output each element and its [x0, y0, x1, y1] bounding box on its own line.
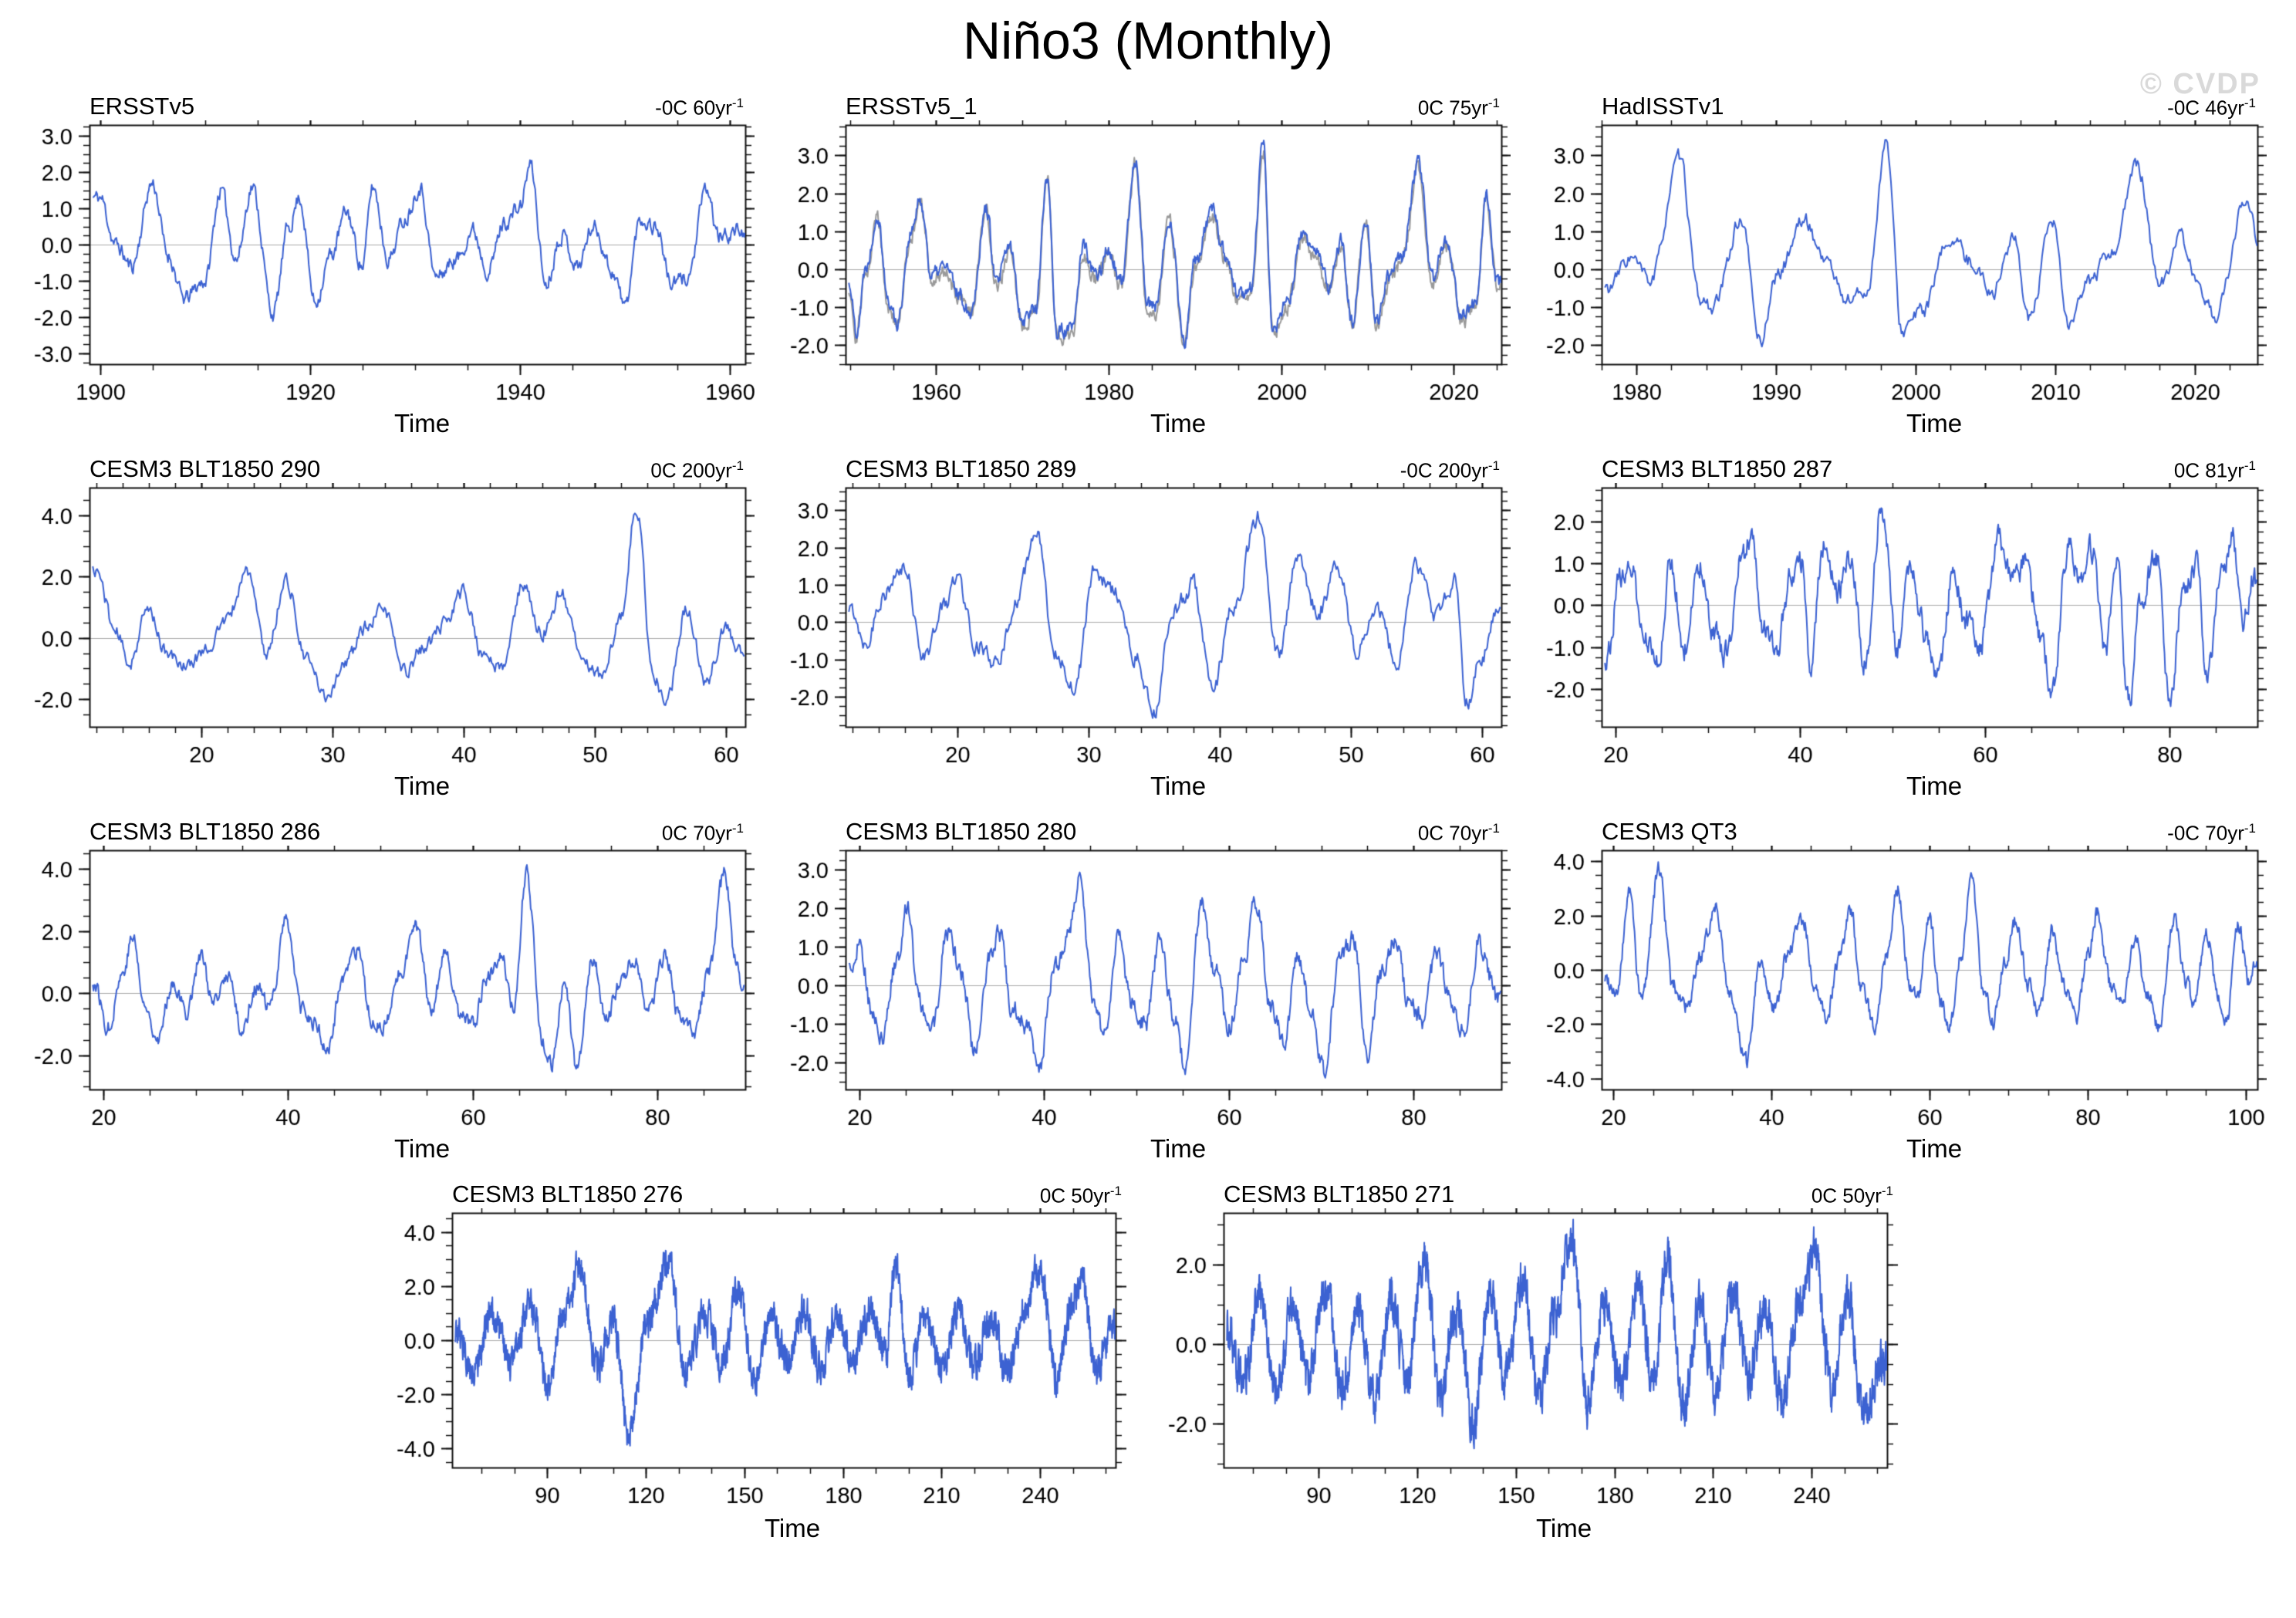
panel-trend-text: -0C 46yr [2167, 96, 2244, 120]
panel-trend-exponent: -1 [2244, 96, 2256, 111]
panel-trend-text: 0C 70yr [661, 822, 732, 845]
panel-title: CESM3 BLT1850 289 [846, 455, 1077, 482]
plot-canvas [1541, 120, 2267, 409]
panel-header: CESM3 BLT1850 286 0C 70yr-1 [29, 812, 755, 846]
panel-trend-label: 0C 200yr-1 [650, 458, 744, 483]
panel-trend-exponent: -1 [731, 458, 744, 474]
panel-trend-label: 0C 81yr-1 [2174, 458, 2256, 483]
time-axis-label: Time [764, 1514, 821, 1542]
time-axis-label: Time [1150, 409, 1207, 437]
time-axis-label: Time [1906, 409, 1963, 437]
plot-canvas [785, 846, 1511, 1134]
panel-title: ERSSTv5_1 [846, 93, 977, 120]
panel-trend-text: -0C 60yr [655, 96, 732, 120]
panel-header: HadISSTv1 -0C 46yr-1 [1541, 86, 2267, 120]
panel-header: CESM3 BLT1850 287 0C 81yr-1 [1541, 449, 2267, 483]
panel-header: CESM3 BLT1850 280 0C 70yr-1 [785, 812, 1511, 846]
plot-canvas [1541, 846, 2267, 1134]
timeseries-panel: CESM3 BLT1850 286 0C 70yr-1 Time [29, 812, 755, 1164]
panel-header: ERSSTv5 -0C 60yr-1 [29, 86, 755, 120]
panel-header: CESM3 BLT1850 290 0C 200yr-1 [29, 449, 755, 483]
panel-header: CESM3 BLT1850 276 0C 50yr-1 [392, 1174, 1133, 1208]
panel-title: CESM3 BLT1850 290 [89, 455, 321, 482]
panel-header: CESM3 QT3 -0C 70yr-1 [1541, 812, 2267, 846]
panel-trend-exponent: -1 [1487, 458, 1500, 474]
plot-canvas [785, 120, 1511, 409]
timeseries-panel: HadISSTv1 -0C 46yr-1 Time [1541, 86, 2267, 438]
panel-trend-label: 0C 50yr-1 [1040, 1184, 1122, 1208]
cvdp-watermark: © CVDP [2139, 68, 2261, 100]
time-axis-label: Time [1150, 1134, 1207, 1163]
timeseries-panel: CESM3 BLT1850 271 0C 50yr-1 Time [1163, 1174, 1904, 1543]
panel-title: CESM3 BLT1850 276 [452, 1181, 684, 1208]
timeseries-panel: CESM3 BLT1850 287 0C 81yr-1 Time [1541, 449, 2267, 801]
panel-trend-text: 0C 81yr [2173, 459, 2244, 482]
time-axis-label: Time [393, 1134, 451, 1163]
panel-title: CESM3 BLT1850 280 [846, 818, 1077, 845]
panel-trend-label: -0C 46yr-1 [2167, 96, 2256, 120]
panel-trend-text: -0C 200yr [1400, 459, 1488, 482]
page-title: Niño3 (Monthly) [963, 12, 1333, 70]
time-axis-label: Time [1906, 1134, 1963, 1163]
timeseries-panel: ERSSTv5 -0C 60yr-1 Time [29, 86, 755, 438]
timeseries-panel: CESM3 BLT1850 290 0C 200yr-1 Time [29, 449, 755, 801]
panel-header: CESM3 BLT1850 271 0C 50yr-1 [1163, 1174, 1904, 1208]
plot-canvas [1163, 1208, 1904, 1514]
plot-canvas [29, 846, 755, 1134]
panel-title: CESM3 QT3 [1602, 818, 1737, 845]
panel-header: ERSSTv5_1 0C 75yr-1 [785, 86, 1511, 120]
timeseries-panel: CESM3 QT3 -0C 70yr-1 Time [1541, 812, 2267, 1164]
panel-trend-exponent: -1 [1109, 1184, 1122, 1199]
panel-trend-text: 0C 50yr [1039, 1184, 1110, 1208]
panel-trend-label: -0C 200yr-1 [1400, 458, 1500, 483]
panel-title: CESM3 BLT1850 287 [1602, 455, 1833, 482]
time-axis-label: Time [1150, 772, 1207, 800]
panel-trend-exponent: -1 [731, 96, 744, 111]
panel-trend-label: -0C 60yr-1 [655, 96, 744, 120]
time-axis-label: Time [393, 409, 451, 437]
time-axis-label: Time [1535, 1514, 1592, 1542]
panel-row: CESM3 BLT1850 286 0C 70yr-1 Time CESM3 BLT1… [0, 812, 2296, 1164]
plot-canvas [392, 1208, 1133, 1514]
panel-trend-exponent: -1 [2244, 458, 2256, 474]
panel-trend-text: 0C 200yr [650, 459, 732, 482]
panels-grid: ERSSTv5 -0C 60yr-1 Time ERSSTv5_1 0C 75yr-1 T… [0, 86, 2296, 1554]
panel-trend-exponent: -1 [2244, 821, 2256, 836]
panel-trend-exponent: -1 [1881, 1184, 1893, 1199]
panel-header: CESM3 BLT1850 289 -0C 200yr-1 [785, 449, 1511, 483]
panel-trend-text: 0C 50yr [1811, 1184, 1882, 1208]
panel-trend-label: -0C 70yr-1 [2167, 821, 2256, 846]
plot-canvas [1541, 483, 2267, 772]
plot-canvas [29, 483, 755, 772]
panel-row: CESM3 BLT1850 276 0C 50yr-1 Time CESM3 BLT1… [0, 1174, 2296, 1543]
timeseries-panel: CESM3 BLT1850 280 0C 70yr-1 Time [785, 812, 1511, 1164]
panel-row: CESM3 BLT1850 290 0C 200yr-1 Time CESM3 BLT… [0, 449, 2296, 801]
panel-row: ERSSTv5 -0C 60yr-1 Time ERSSTv5_1 0C 75yr-1 T… [0, 86, 2296, 438]
panel-trend-text: -0C 70yr [2167, 822, 2244, 845]
panel-trend-exponent: -1 [1487, 96, 1500, 111]
panel-trend-label: 0C 70yr-1 [1418, 821, 1500, 846]
timeseries-panel: CESM3 BLT1850 276 0C 50yr-1 Time [392, 1174, 1133, 1543]
panel-trend-label: 0C 75yr-1 [1418, 96, 1500, 120]
panel-title: CESM3 BLT1850 286 [89, 818, 321, 845]
plot-canvas [29, 120, 755, 409]
panel-title: HadISSTv1 [1602, 93, 1724, 120]
panel-trend-label: 0C 50yr-1 [1811, 1184, 1893, 1208]
timeseries-panel: CESM3 BLT1850 289 -0C 200yr-1 Time [785, 449, 1511, 801]
panel-title: ERSSTv5 [89, 93, 195, 120]
plot-canvas [785, 483, 1511, 772]
panel-trend-text: 0C 70yr [1417, 822, 1488, 845]
panel-trend-exponent: -1 [731, 821, 744, 836]
panel-trend-label: 0C 70yr-1 [662, 821, 744, 846]
time-axis-label: Time [393, 772, 451, 800]
panel-title: CESM3 BLT1850 271 [1224, 1181, 1455, 1208]
panel-trend-exponent: -1 [1487, 821, 1500, 836]
timeseries-panel: ERSSTv5_1 0C 75yr-1 Time [785, 86, 1511, 438]
panel-trend-text: 0C 75yr [1417, 96, 1488, 120]
time-axis-label: Time [1906, 772, 1963, 800]
